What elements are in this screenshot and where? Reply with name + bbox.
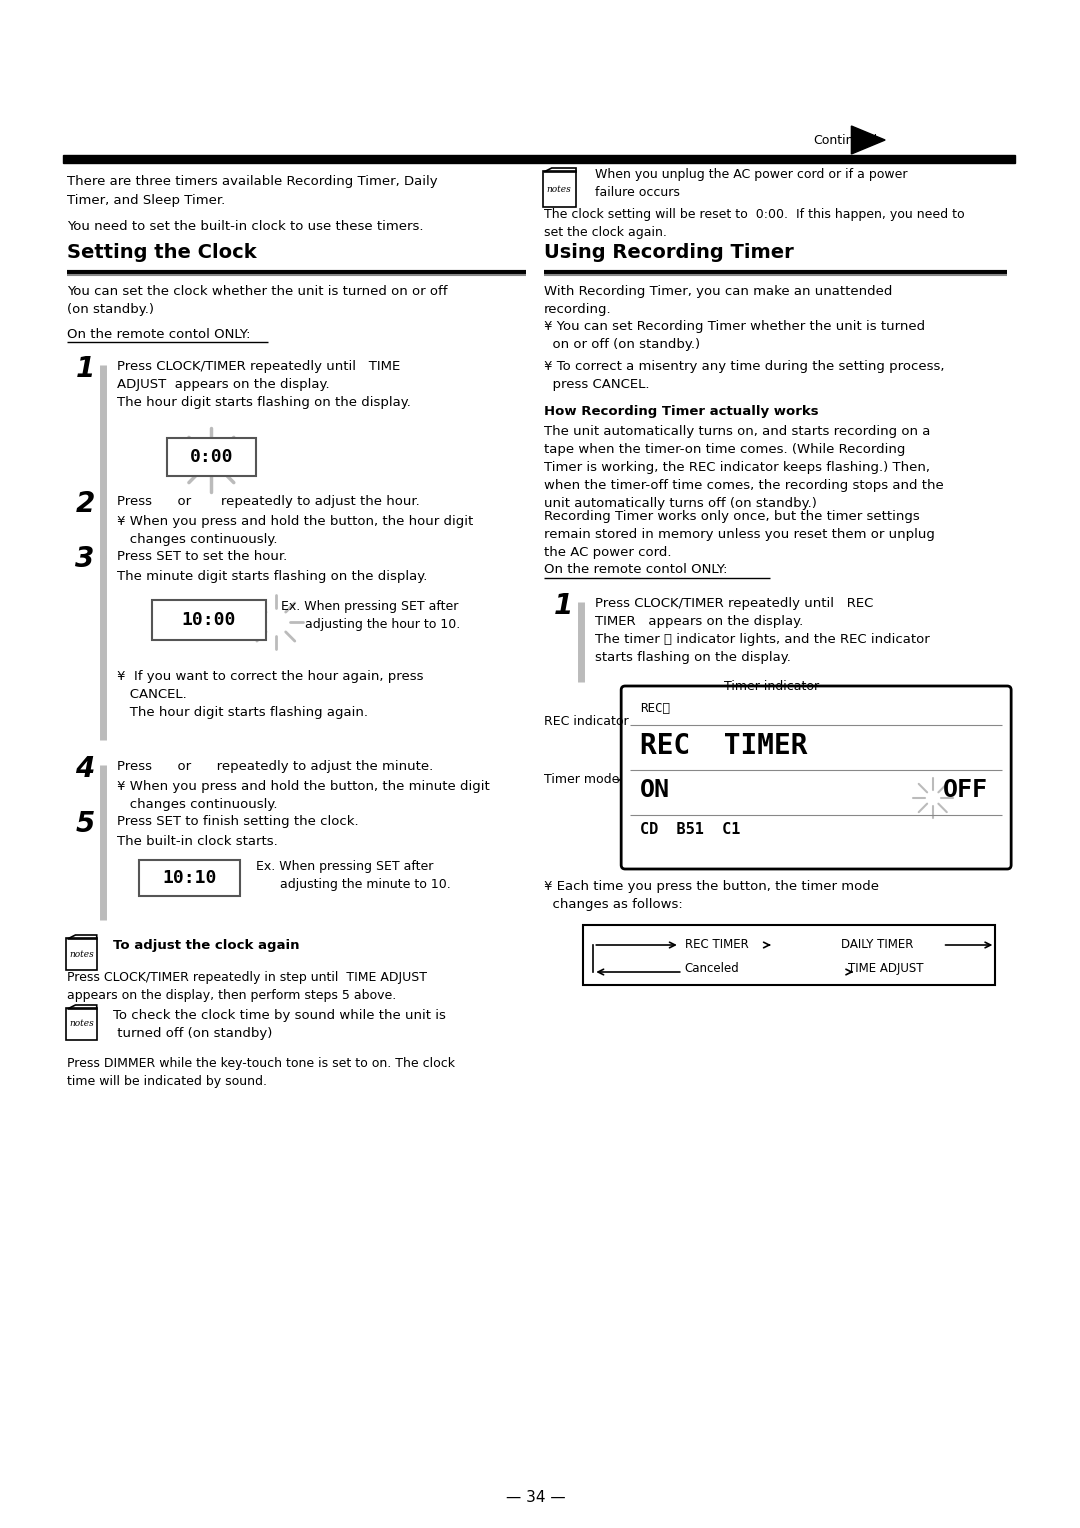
Text: The minute digit starts flashing on the display.: The minute digit starts flashing on the … — [117, 570, 428, 584]
Text: Press      or       repeatedly to adjust the hour.: Press or repeatedly to adjust the hour. — [117, 495, 420, 507]
Text: Using Recording Timer: Using Recording Timer — [543, 243, 794, 261]
FancyBboxPatch shape — [621, 686, 1011, 869]
Text: notes: notes — [69, 1019, 94, 1028]
Text: notes: notes — [546, 185, 571, 194]
Text: 10:10: 10:10 — [162, 869, 217, 886]
Text: 1: 1 — [554, 591, 573, 620]
Text: 3: 3 — [76, 545, 95, 573]
Bar — [139, 860, 240, 895]
Text: There are three timers available Recording Timer, Daily
Timer, and Sleep Timer.: There are three timers available Recordi… — [67, 176, 438, 206]
Bar — [63, 154, 1015, 163]
Text: REC⓪: REC⓪ — [640, 701, 670, 715]
Text: ¥ Each time you press the button, the timer mode
  changes as follows:: ¥ Each time you press the button, the ti… — [543, 880, 879, 911]
Text: 4: 4 — [76, 755, 95, 782]
Text: To adjust the clock again: To adjust the clock again — [113, 940, 299, 952]
Text: The unit automatically turns on, and starts recording on a
tape when the timer-o: The unit automatically turns on, and sta… — [543, 425, 944, 510]
Text: ¥ You can set Recording Timer whether the unit is turned
  on or off (on standby: ¥ You can set Recording Timer whether th… — [543, 319, 924, 351]
Bar — [583, 924, 996, 986]
Text: ¥ To correct a misentry any time during the setting process,
  press CANCEL.: ¥ To correct a misentry any time during … — [543, 361, 944, 391]
Text: On the remote contol ONLY:: On the remote contol ONLY: — [543, 562, 727, 576]
FancyBboxPatch shape — [543, 171, 576, 206]
Text: ¥  If you want to correct the hour again, press
   CANCEL.
   The hour digit sta: ¥ If you want to correct the hour again,… — [117, 669, 423, 720]
Text: REC indicator: REC indicator — [543, 715, 629, 727]
Text: How Recording Timer actually works: How Recording Timer actually works — [543, 405, 819, 419]
Text: 5: 5 — [76, 810, 95, 837]
Text: 1: 1 — [76, 354, 95, 384]
Text: OFF: OFF — [943, 778, 988, 802]
Text: You can set the clock whether the unit is turned on or off
(on standby.): You can set the clock whether the unit i… — [67, 286, 448, 316]
FancyBboxPatch shape — [67, 1008, 97, 1041]
Text: Timer mode: Timer mode — [543, 773, 619, 785]
Text: 2: 2 — [76, 490, 95, 518]
Text: Press CLOCK/TIMER repeatedly until   REC
TIMER   appears on the display.
The tim: Press CLOCK/TIMER repeatedly until REC T… — [595, 597, 930, 665]
Text: notes: notes — [69, 949, 94, 958]
Text: 10:00: 10:00 — [181, 611, 237, 630]
Polygon shape — [851, 125, 886, 154]
Text: Press CLOCK/TIMER repeatedly in step until  TIME ADJUST
appears on the display, : Press CLOCK/TIMER repeatedly in step unt… — [67, 970, 428, 1001]
Text: — 34 —: — 34 — — [507, 1490, 566, 1505]
Text: On the remote contol ONLY:: On the remote contol ONLY: — [67, 329, 251, 341]
Text: With Recording Timer, you can make an unattended
recording.: With Recording Timer, you can make an un… — [543, 286, 892, 316]
FancyBboxPatch shape — [67, 938, 97, 970]
Text: Press      or      repeatedly to adjust the minute.: Press or repeatedly to adjust the minute… — [117, 759, 433, 773]
Text: REC  TIMER: REC TIMER — [640, 732, 808, 759]
Text: 0:00: 0:00 — [190, 448, 233, 466]
Text: When you unplug the AC power cord or if a power
failure occurs: When you unplug the AC power cord or if … — [595, 168, 908, 199]
Text: ¥ When you press and hold the button, the hour digit
   changes continuously.: ¥ When you press and hold the button, th… — [117, 515, 473, 545]
Text: Continued: Continued — [813, 133, 878, 147]
Text: Press CLOCK/TIMER repeatedly until   TIME
ADJUST  appears on the display.
The ho: Press CLOCK/TIMER repeatedly until TIME … — [117, 361, 411, 410]
Text: To check the clock time by sound while the unit is
 turned off (on standby): To check the clock time by sound while t… — [113, 1008, 446, 1041]
Text: Timer indicator: Timer indicator — [725, 680, 820, 694]
Text: Canceled: Canceled — [685, 963, 740, 975]
Text: CD  B51  C1: CD B51 C1 — [640, 822, 741, 837]
Text: ¥ When you press and hold the button, the minute digit
   changes continuously.: ¥ When you press and hold the button, th… — [117, 779, 490, 811]
Text: The clock setting will be reset to  0:00.  If this happen, you need to
set the c: The clock setting will be reset to 0:00.… — [543, 208, 964, 238]
Text: Press SET to finish setting the clock.: Press SET to finish setting the clock. — [117, 814, 359, 828]
Text: Press SET to set the hour.: Press SET to set the hour. — [117, 550, 287, 562]
Text: ON: ON — [640, 778, 670, 802]
Text: The built-in clock starts.: The built-in clock starts. — [117, 834, 278, 848]
Text: Ex. When pressing SET after
      adjusting the minute to 10.: Ex. When pressing SET after adjusting th… — [256, 860, 450, 891]
Text: REC TIMER: REC TIMER — [685, 938, 748, 950]
Text: DAILY TIMER: DAILY TIMER — [841, 938, 914, 950]
Text: You need to set the built-in clock to use these timers.: You need to set the built-in clock to us… — [67, 220, 424, 232]
Bar — [166, 439, 256, 477]
Text: Press DIMMER while the key-touch tone is set to on. The clock
time will be indic: Press DIMMER while the key-touch tone is… — [67, 1057, 456, 1088]
Text: Recording Timer works only once, but the timer settings
remain stored in memory : Recording Timer works only once, but the… — [543, 510, 934, 559]
Text: Ex. When pressing SET after
      adjusting the hour to 10.: Ex. When pressing SET after adjusting th… — [281, 601, 460, 631]
Text: TIME ADJUST: TIME ADJUST — [849, 963, 923, 975]
Bar — [152, 601, 266, 640]
Text: Setting the Clock: Setting the Clock — [67, 243, 257, 261]
